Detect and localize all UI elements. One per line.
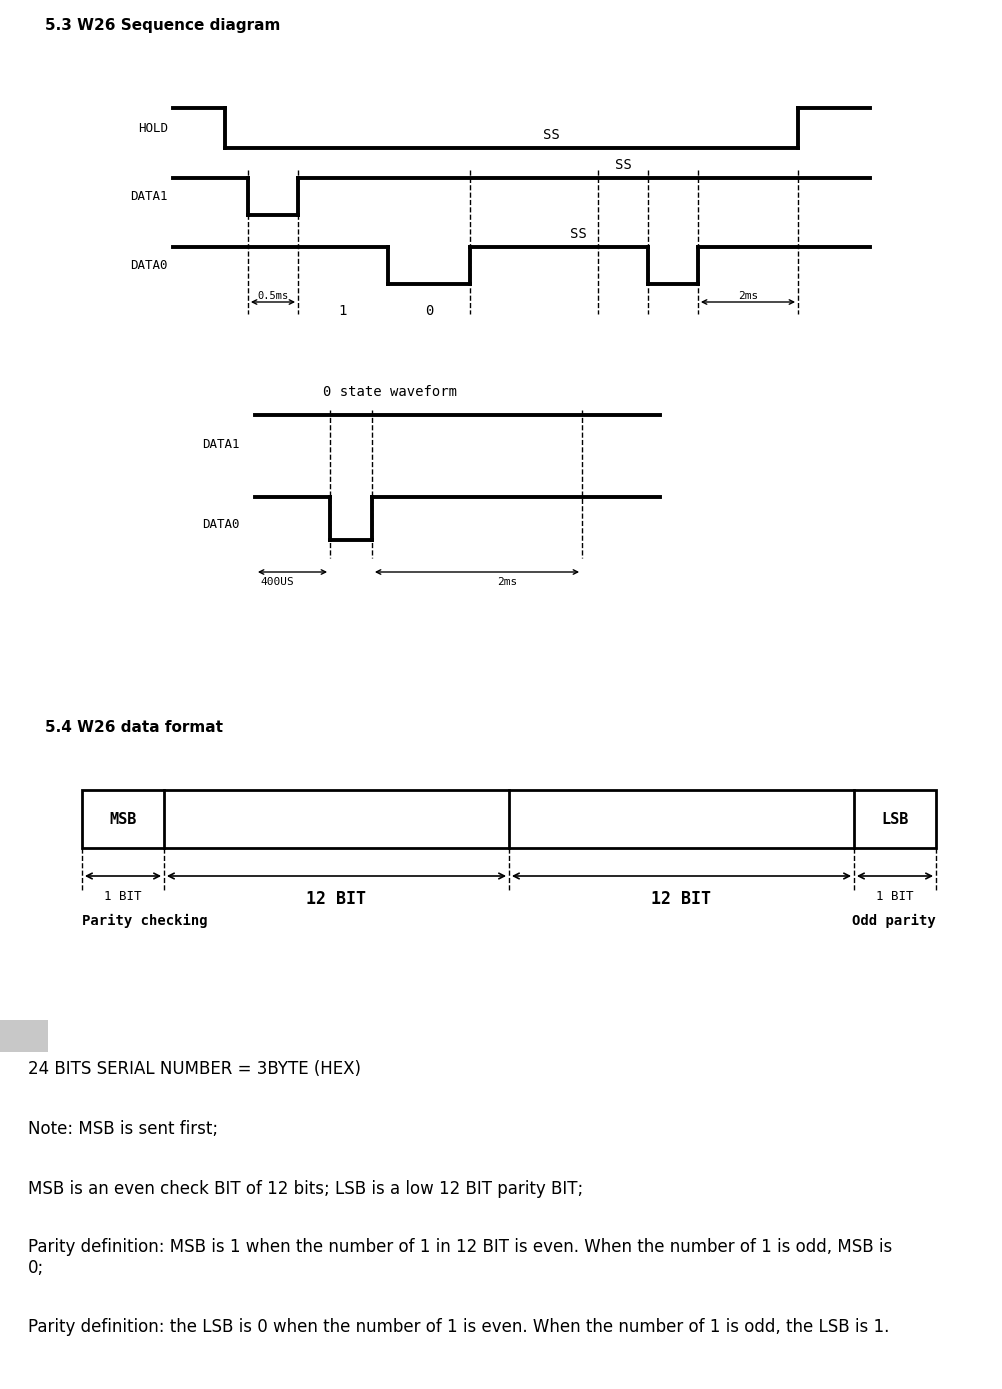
Text: 0 state waveform: 0 state waveform bbox=[323, 385, 457, 399]
Text: 0.5ms: 0.5ms bbox=[258, 292, 289, 301]
Text: 5.3 W26 Sequence diagram: 5.3 W26 Sequence diagram bbox=[45, 18, 281, 33]
Text: Note: MSB is sent first;: Note: MSB is sent first; bbox=[28, 1120, 218, 1138]
Text: SS: SS bbox=[543, 128, 560, 142]
Text: 1 BIT: 1 BIT bbox=[104, 890, 141, 903]
Text: SS: SS bbox=[614, 158, 631, 172]
Text: SS: SS bbox=[569, 226, 586, 242]
Text: DATA1: DATA1 bbox=[130, 190, 168, 203]
Text: DATA0: DATA0 bbox=[130, 258, 168, 272]
Text: 12 BIT: 12 BIT bbox=[307, 890, 367, 908]
Text: DATA0: DATA0 bbox=[202, 518, 240, 532]
Text: 2ms: 2ms bbox=[497, 576, 517, 588]
Text: 2ms: 2ms bbox=[737, 292, 759, 301]
Text: Parity definition: the LSB is 0 when the number of 1 is even. When the number of: Parity definition: the LSB is 0 when the… bbox=[28, 1318, 890, 1336]
Bar bbox=[0, 1020, 48, 1051]
Text: 12 BIT: 12 BIT bbox=[651, 890, 711, 908]
Text: MSB: MSB bbox=[109, 811, 136, 826]
Text: MSB is an even check BIT of 12 bits; LSB is a low 12 BIT parity BIT;: MSB is an even check BIT of 12 bits; LSB… bbox=[28, 1181, 583, 1197]
Bar bbox=[82, 790, 936, 849]
Text: Odd parity: Odd parity bbox=[853, 914, 936, 928]
Text: Parity definition: MSB is 1 when the number of 1 in 12 BIT is even. When the num: Parity definition: MSB is 1 when the num… bbox=[28, 1238, 892, 1276]
Text: 0: 0 bbox=[425, 304, 433, 318]
Text: 1 BIT: 1 BIT bbox=[877, 890, 914, 903]
Text: 5.4 W26 data format: 5.4 W26 data format bbox=[45, 720, 223, 735]
Text: Parity checking: Parity checking bbox=[82, 914, 207, 928]
Text: DATA1: DATA1 bbox=[202, 439, 240, 451]
Text: 1: 1 bbox=[339, 304, 347, 318]
Text: LSB: LSB bbox=[882, 811, 909, 826]
Text: 24 BITS SERIAL NUMBER = 3BYTE (HEX): 24 BITS SERIAL NUMBER = 3BYTE (HEX) bbox=[28, 1060, 361, 1078]
Text: HOLD: HOLD bbox=[138, 121, 168, 135]
Text: 400US: 400US bbox=[260, 576, 294, 588]
